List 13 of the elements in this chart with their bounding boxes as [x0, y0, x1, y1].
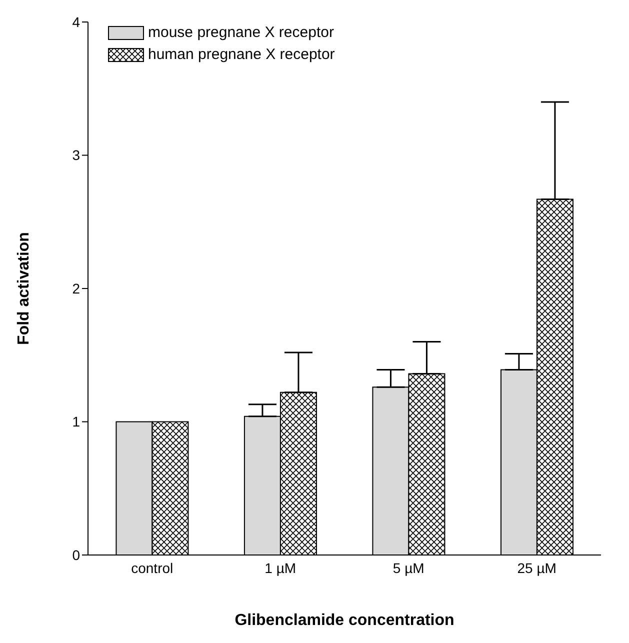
x-tick-label: 1 µM: [264, 560, 296, 576]
y-tick-label: 0: [72, 546, 80, 563]
x-tick-label: 5 µM: [392, 560, 424, 576]
y-tick-label: 4: [72, 14, 80, 30]
x-tick-label: 25 µM: [517, 560, 556, 576]
y-axis-title: Fold activation: [16, 232, 33, 345]
legend-label: mouse pregnane X receptor: [148, 23, 334, 43]
y-tick-label: 1: [72, 414, 80, 430]
x-tick-label: control: [131, 560, 174, 576]
y-tick-label: 3: [72, 147, 80, 164]
y-tick-label: 2: [72, 280, 80, 296]
x-axis-title: Glibenclamide concentration: [234, 612, 454, 629]
legend-label: human pregnane X receptor: [148, 45, 335, 65]
